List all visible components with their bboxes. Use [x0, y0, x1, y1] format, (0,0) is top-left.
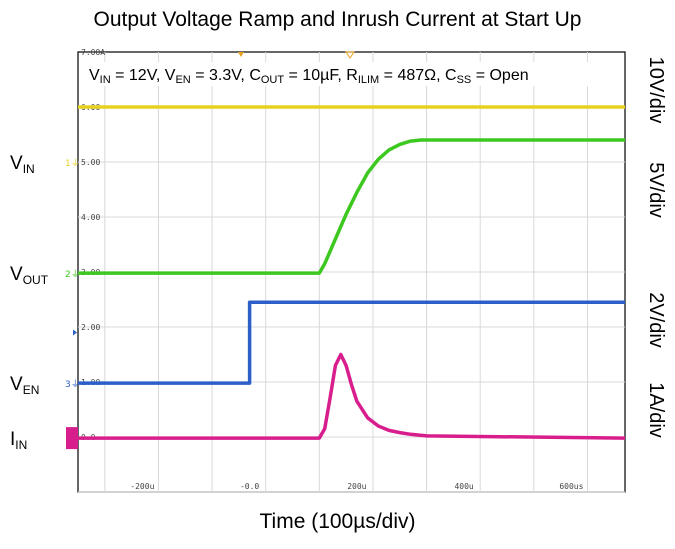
test-conditions: VIN = 12V, VEN = 3.3V, COUT = 10µF, RILI…	[89, 67, 529, 86]
channel-label-text: I	[10, 429, 15, 450]
y-tick-label: 5.00	[81, 158, 100, 167]
x-tick-label: 200u	[347, 482, 366, 491]
traces	[78, 105, 626, 440]
scale-label: 10V/div	[645, 57, 667, 124]
trace-vout	[78, 138, 625, 275]
ground-marker-icon: 2⏚	[65, 269, 80, 280]
y-tick-label: 2.00	[81, 323, 100, 332]
conditions-text: = Open	[471, 67, 528, 84]
y-tick-label: 7.00A	[81, 48, 105, 57]
grid	[78, 52, 625, 493]
ground-marker-icon: 1⏚	[65, 158, 80, 169]
vertical-scales: 10V/div 5V/div 2V/div 1A/div	[645, 57, 667, 438]
conditions-text: = 3.3V, C	[191, 67, 261, 84]
channel-label-vin: VIN	[10, 153, 35, 176]
x-tick-label: -0.0	[240, 482, 259, 491]
channel-labels: VIN 1⏚VOUT 2⏚VEN 3⏚IIN	[10, 153, 80, 452]
conditions-text: OUT	[261, 74, 285, 86]
channel-label-iin: IIN	[10, 429, 27, 452]
channel-label-text: V	[10, 264, 23, 285]
channel-label-text: V	[10, 153, 23, 174]
channel-label-text: V	[10, 374, 23, 395]
conditions-text: = 12V, V	[111, 67, 176, 84]
conditions-text: V	[89, 67, 100, 84]
x-axis-label: Time (100µs/div)	[259, 510, 416, 533]
x-tick-label: 600us	[559, 482, 583, 491]
channel-label-text: IN	[23, 162, 35, 176]
channel-label-text: EN	[23, 383, 40, 397]
scale-label: 5V/div	[645, 162, 667, 218]
ground-marker-icon: 3⏚	[65, 379, 80, 390]
y-tick-label: 4.00	[81, 213, 100, 222]
conditions-text: SS	[457, 74, 472, 86]
top-markers	[238, 51, 355, 59]
channel-marker-icon	[66, 427, 78, 450]
conditions-text: EN	[175, 74, 190, 86]
channel-label-vout: VOUT	[10, 264, 49, 287]
trigger-marker-icon	[345, 51, 355, 59]
trigger-marker-icon	[238, 52, 244, 57]
trace-iin	[78, 352, 626, 440]
channel-label-ven: VEN	[10, 374, 39, 397]
conditions-text: = 487Ω, C	[379, 67, 456, 84]
channel-label-text: OUT	[23, 273, 49, 287]
conditions-text: = 10µF, R	[284, 67, 358, 84]
scale-label: 1A/div	[645, 382, 667, 438]
scale-label: 2V/div	[645, 292, 667, 348]
conditions-text: IN	[100, 74, 111, 86]
trigger-level-marker-icon	[73, 329, 77, 336]
conditions-box	[80, 62, 622, 86]
chart-title: Output Voltage Ramp and Inrush Current a…	[93, 8, 582, 31]
trace-ven	[78, 300, 625, 385]
x-tick-label: -200u	[130, 482, 154, 491]
channel-label-text: IN	[15, 438, 27, 452]
x-tick-label: 400u	[454, 482, 473, 491]
conditions-text: ILIM	[358, 74, 379, 86]
